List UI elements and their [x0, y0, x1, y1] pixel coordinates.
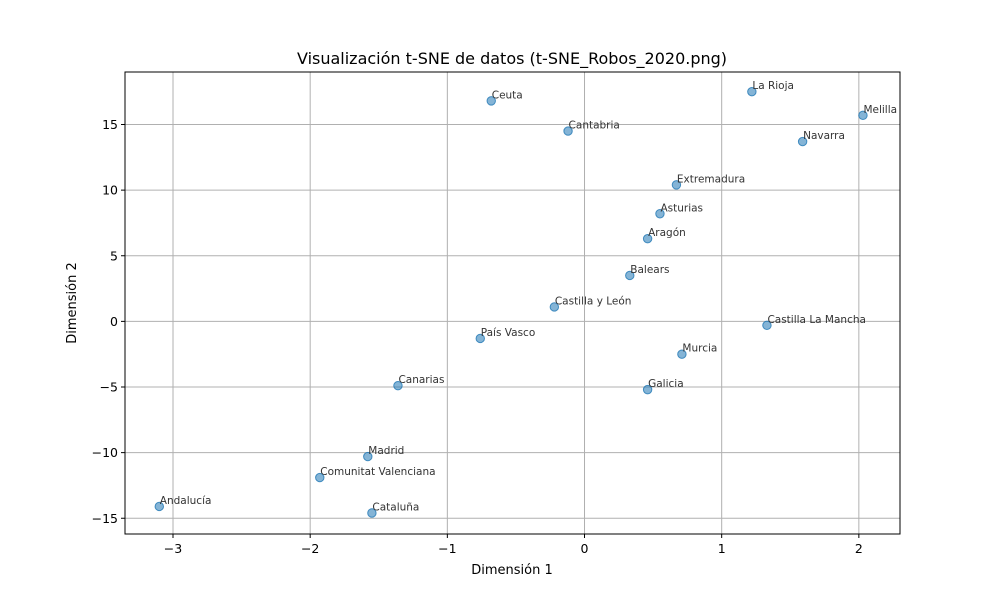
- point-label: Galicia: [648, 378, 684, 390]
- point-label: Cataluña: [372, 502, 419, 514]
- scatter-point: [154, 501, 164, 512]
- point-label: Asturias: [660, 202, 703, 214]
- x-axis-label: Dimensión 1: [471, 563, 553, 578]
- point-label: Andalucía: [160, 495, 212, 507]
- x-tick-label: 0: [581, 541, 589, 556]
- point-labels: Ceuta Cantabria La Rioja Melilla Navarra Extr…: [160, 80, 897, 513]
- scatter-point: [858, 110, 868, 121]
- x-tick-label: 1: [718, 541, 726, 556]
- y-axis-label: Dimensión 2: [65, 262, 80, 344]
- scatter-point: [393, 380, 403, 391]
- point-label: Cantabria: [569, 120, 620, 132]
- scatter-point: [367, 508, 377, 518]
- point-label: Melilla: [863, 104, 897, 116]
- scatter-point: [486, 96, 496, 106]
- scatter-point: [563, 126, 573, 136]
- point-label: Castilla La Mancha: [767, 314, 866, 326]
- point-label: Ceuta: [492, 89, 523, 101]
- grid-lines: [125, 72, 900, 534]
- scatter-point: [671, 180, 682, 190]
- point-label: Extremadura: [677, 173, 745, 185]
- x-tick-label: −1: [438, 541, 456, 556]
- point-label: Madrid: [368, 445, 404, 457]
- point-label: Castilla y León: [555, 295, 632, 307]
- point-label: Canarias: [398, 374, 444, 386]
- y-tick-label: −5: [100, 380, 118, 395]
- scatter-point: [315, 472, 325, 483]
- scatter-point: [797, 136, 808, 147]
- x-tick-label: −3: [164, 541, 182, 556]
- scatter-point: [747, 86, 757, 97]
- point-label: Murcia: [682, 343, 717, 355]
- scatter-point: [475, 333, 485, 344]
- point-label: Comunitat Valenciana: [320, 466, 435, 478]
- y-tick-label: 10: [102, 183, 118, 198]
- scatter-point: [762, 320, 772, 331]
- data-points: [154, 86, 868, 518]
- scatter-point: [655, 209, 665, 219]
- point-label: La Rioja: [752, 80, 794, 92]
- scatter-point: [677, 349, 687, 359]
- point-label: Aragón: [648, 227, 686, 239]
- point-label: País Vasco: [481, 327, 536, 339]
- y-tick-label: −15: [92, 511, 118, 526]
- plot-frame: [124, 71, 901, 535]
- chart-title: Visualización t-SNE de datos (t-SNE_Robo…: [297, 49, 727, 69]
- scatter-point: [549, 302, 560, 312]
- y-tick-label: 5: [110, 248, 118, 263]
- y-tick-label: 15: [102, 117, 118, 132]
- x-tick-label: 2: [855, 541, 863, 556]
- x-tick-label: −2: [301, 541, 319, 556]
- point-label: Balears: [630, 264, 669, 276]
- scatter-point: [642, 233, 653, 244]
- scatter-point: [625, 270, 635, 281]
- point-label: Navarra: [803, 130, 845, 142]
- scatter-point: [642, 384, 653, 395]
- scatter-point: [363, 451, 373, 462]
- y-tick-label: −10: [92, 445, 118, 460]
- y-tick-label: 0: [110, 314, 118, 329]
